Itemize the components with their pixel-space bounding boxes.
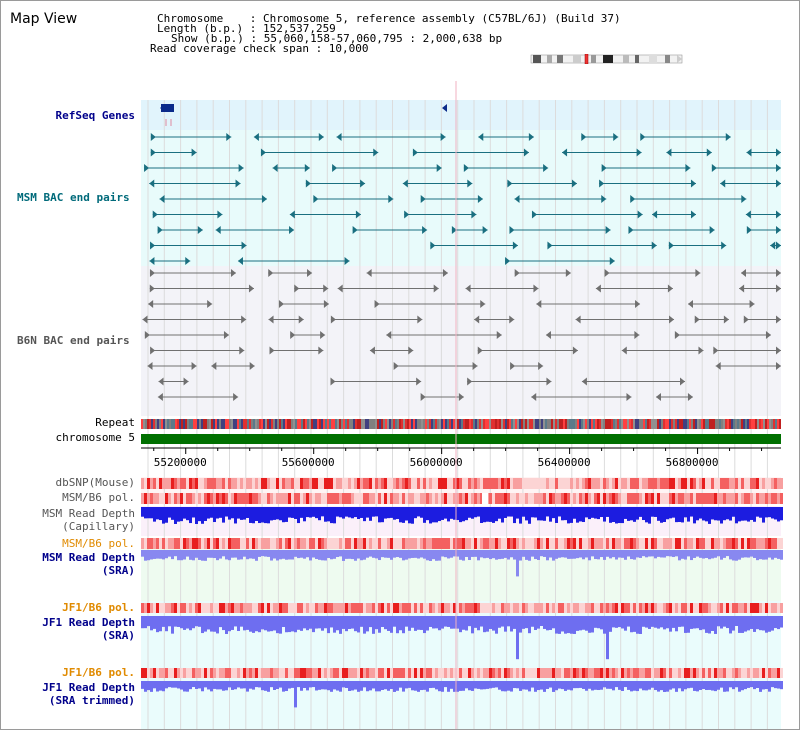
length-info: Length (b.p.) : 152,537,259 xyxy=(157,22,336,35)
page-title: Map View xyxy=(10,11,78,27)
msm-depth-capillary-label[interactable]: MSM Read Depth xyxy=(42,507,135,520)
jf1-depth-sra-label[interactable]: JF1 Read Depth xyxy=(42,616,135,629)
chromosome-bar xyxy=(141,434,781,444)
msm-depth-sra-label[interactable]: MSM Read Depth xyxy=(42,551,135,564)
msm-b6-pol-label[interactable]: MSM/B6 pol. xyxy=(62,491,135,504)
refseq-genes-track xyxy=(160,104,447,126)
axis-tick-label: 55600000 xyxy=(281,456,335,469)
chromosome-label: chromosome 5 xyxy=(55,431,135,444)
axis-tick-label: 56000000 xyxy=(409,456,463,469)
show-range-info: Show (b.p.) : 55,060,158-57,060,795 : 2,… xyxy=(171,32,503,45)
jf1-b6-pol-2-label[interactable]: JF1/B6 pol. xyxy=(62,666,135,679)
axis-tick-label: 56400000 xyxy=(537,456,591,469)
jf1-b6-pol-label[interactable]: JF1/B6 pol. xyxy=(62,601,135,614)
b6n-bac-track xyxy=(142,269,781,401)
dbsnp-label[interactable]: dbSNP(Mouse) xyxy=(55,476,135,489)
chromosome-info: Chromosome : Chromosome 5, reference ass… xyxy=(157,12,621,25)
coverage-span-info: Read coverage check span : 10,000 xyxy=(150,42,369,55)
jf1-depth-trim-sub: (SRA trimmed) xyxy=(48,694,135,707)
repeat-track xyxy=(141,419,781,429)
axis-tick-label: 55200000 xyxy=(153,456,207,469)
msm-bac-label[interactable]: MSM BAC end pairs xyxy=(17,191,130,204)
msm-depth-sra-sub: (SRA) xyxy=(101,564,135,577)
msm-depth-capillary-sub: (Capillary) xyxy=(62,520,135,533)
msm-b6-pol-2-label[interactable]: MSM/B6 pol. xyxy=(62,537,135,550)
axis-tick-label: 56800000 xyxy=(665,456,719,469)
repeat-label: Repeat xyxy=(95,416,135,429)
msm-bac-track xyxy=(144,133,781,265)
chromosome-ideogram[interactable] xyxy=(529,54,684,64)
b6n-bac-label[interactable]: B6N BAC end pairs xyxy=(17,334,130,347)
position-axis xyxy=(141,447,781,454)
jf1-depth-trim-label[interactable]: JF1 Read Depth xyxy=(42,681,135,694)
refseq-genes-label[interactable]: RefSeq Genes xyxy=(55,109,135,122)
jf1-depth-sra-sub: (SRA) xyxy=(101,629,135,642)
variation-tracks xyxy=(141,478,783,708)
